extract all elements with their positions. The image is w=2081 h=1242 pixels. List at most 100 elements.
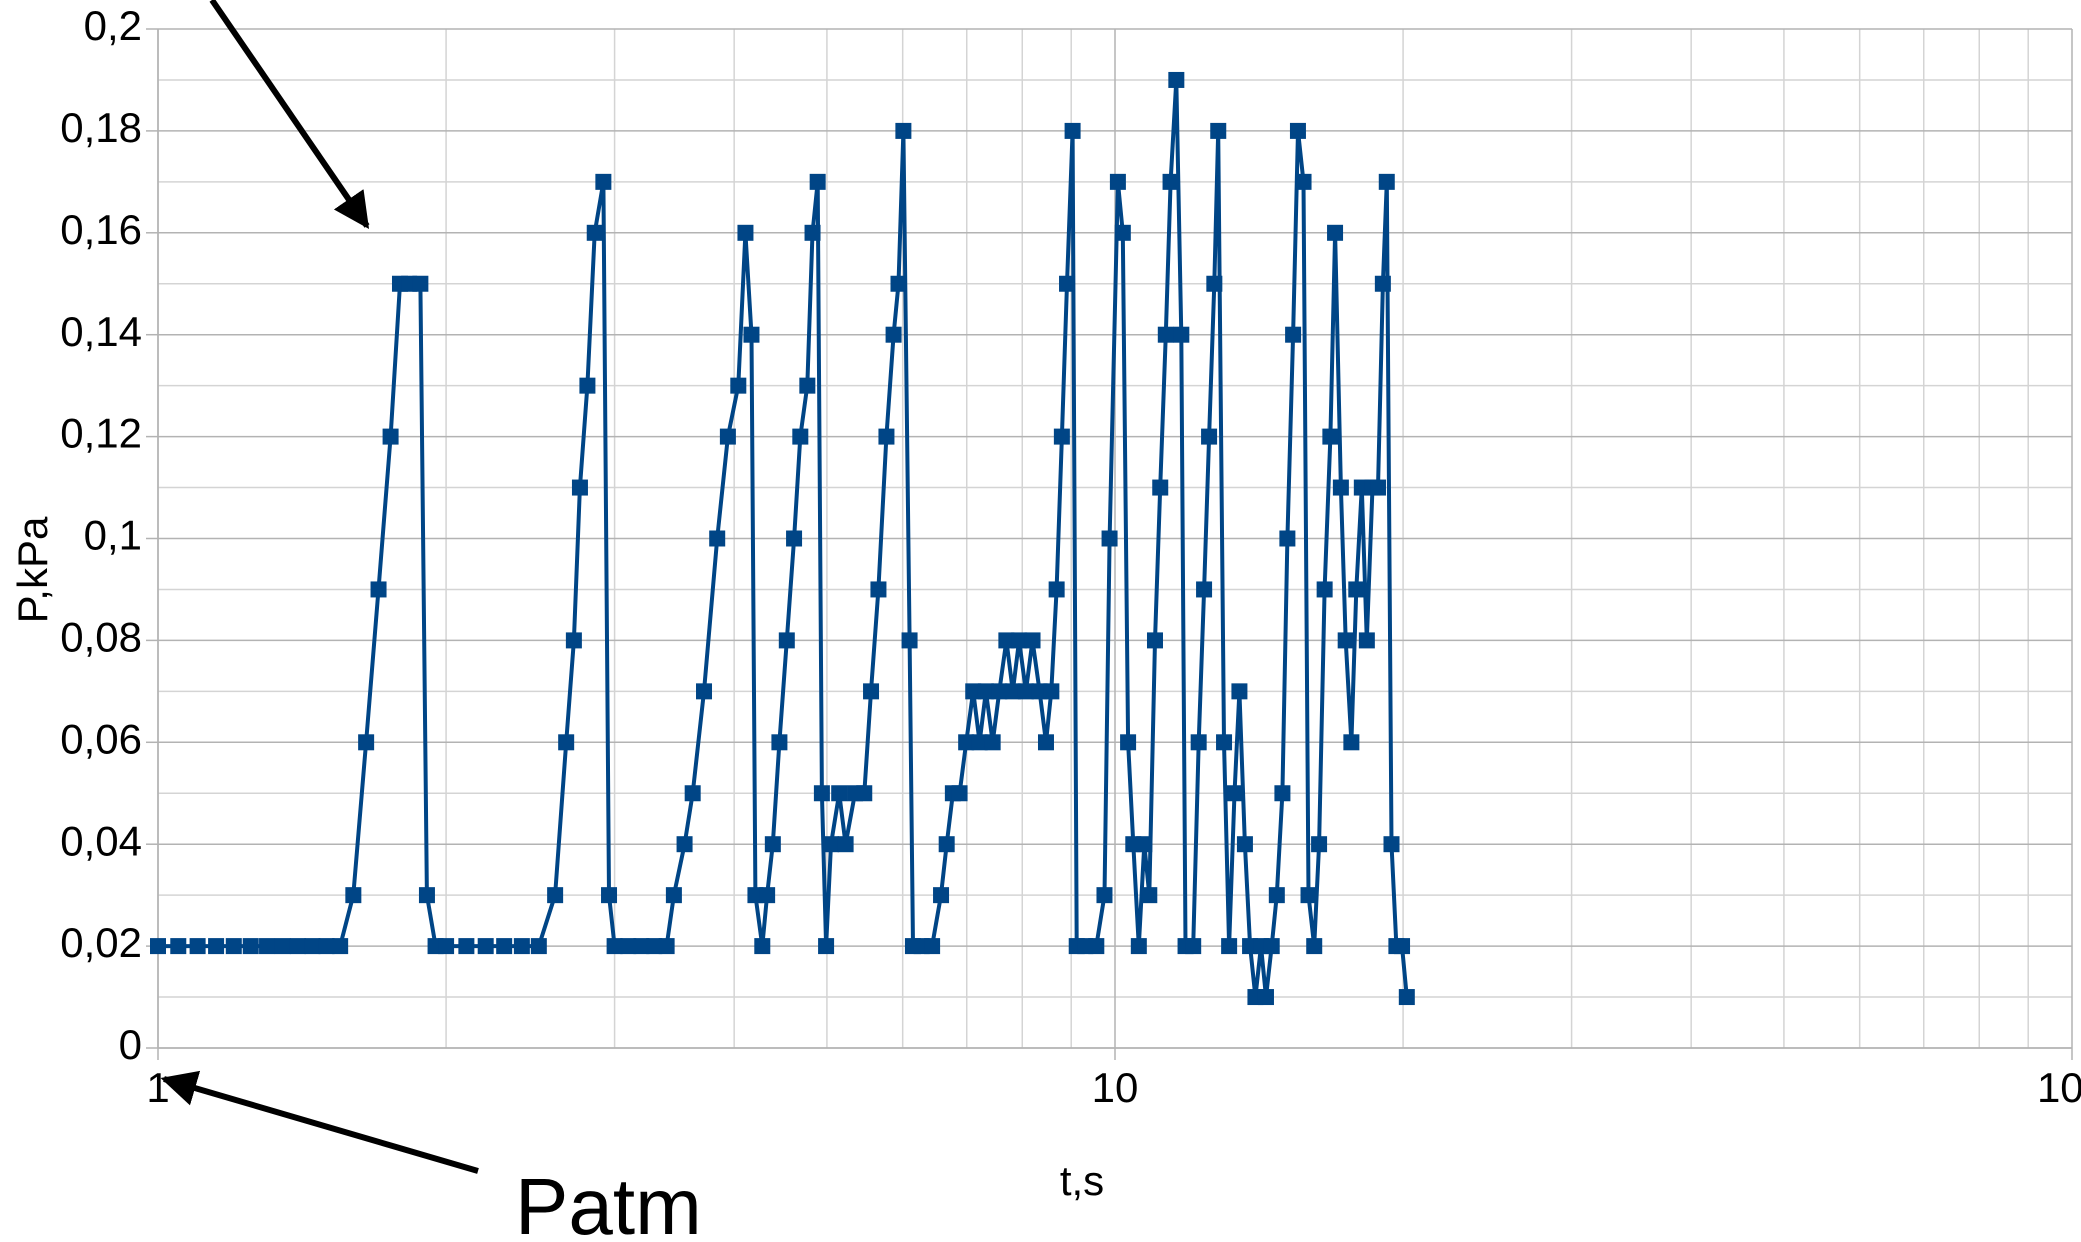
data-point bbox=[1206, 275, 1223, 292]
y-tick-label: 0,1 bbox=[84, 512, 142, 559]
data-point bbox=[1141, 887, 1158, 904]
data-point bbox=[345, 887, 362, 904]
data-point bbox=[1059, 275, 1076, 292]
data-point bbox=[823, 836, 840, 853]
data-point bbox=[1216, 734, 1233, 751]
data-point bbox=[977, 683, 994, 700]
data-point bbox=[730, 377, 747, 394]
data-point bbox=[1295, 173, 1312, 190]
data-point bbox=[558, 734, 575, 751]
data-point bbox=[831, 785, 848, 802]
data-point bbox=[1190, 734, 1207, 751]
data-point bbox=[606, 938, 623, 955]
data-point bbox=[719, 428, 736, 445]
data-point bbox=[1162, 173, 1179, 190]
data-point bbox=[1201, 428, 1218, 445]
data-point bbox=[1024, 632, 1041, 649]
data-point bbox=[1053, 428, 1070, 445]
data-point bbox=[458, 938, 475, 955]
data-point bbox=[601, 887, 618, 904]
y-tick-label: 0,18 bbox=[60, 104, 142, 151]
y-tick-label: 0,02 bbox=[60, 919, 142, 966]
data-point bbox=[1289, 122, 1306, 139]
arrow bbox=[160, 1070, 479, 1174]
data-point bbox=[1268, 887, 1285, 904]
annotation: Patm bbox=[515, 1162, 702, 1242]
data-point bbox=[971, 734, 988, 751]
data-point bbox=[813, 785, 830, 802]
data-point bbox=[1279, 530, 1296, 547]
x-tick-label: 10 bbox=[1092, 1064, 1139, 1111]
data-point bbox=[863, 683, 880, 700]
data-point bbox=[958, 734, 975, 751]
y-tick-label: 0,12 bbox=[60, 410, 142, 457]
data-point bbox=[225, 938, 242, 955]
data-point bbox=[571, 479, 588, 496]
data-point bbox=[496, 938, 513, 955]
data-point bbox=[759, 887, 776, 904]
data-point bbox=[259, 938, 276, 955]
data-point bbox=[895, 122, 912, 139]
data-point bbox=[1358, 632, 1375, 649]
data-point bbox=[1236, 836, 1253, 853]
data-point bbox=[837, 836, 854, 853]
data-point bbox=[991, 683, 1008, 700]
data-point bbox=[984, 734, 1001, 751]
data-point bbox=[370, 581, 387, 598]
data-point bbox=[1064, 122, 1081, 139]
data-point bbox=[318, 938, 335, 955]
data-point bbox=[870, 581, 887, 598]
data-point bbox=[1274, 785, 1291, 802]
data-point bbox=[799, 377, 816, 394]
data-point bbox=[1088, 938, 1105, 955]
data-point bbox=[1130, 938, 1147, 955]
data-point bbox=[1101, 530, 1118, 547]
data-point bbox=[764, 836, 781, 853]
data-point bbox=[658, 938, 675, 955]
data-point bbox=[696, 683, 713, 700]
y-tick-label: 0 bbox=[119, 1021, 142, 1068]
data-point bbox=[274, 938, 291, 955]
data-point bbox=[1327, 224, 1344, 241]
data-point bbox=[890, 275, 907, 292]
data-point bbox=[809, 173, 826, 190]
data-point bbox=[170, 938, 187, 955]
data-point bbox=[754, 938, 771, 955]
data-point bbox=[1152, 479, 1169, 496]
arrow bbox=[209, 0, 370, 229]
data-point bbox=[665, 887, 682, 904]
data-point bbox=[1185, 938, 1202, 955]
data-point bbox=[382, 428, 399, 445]
data-point bbox=[1343, 734, 1360, 751]
data-point bbox=[856, 785, 873, 802]
data-point bbox=[1311, 836, 1328, 853]
data-point bbox=[1394, 938, 1411, 955]
data-point bbox=[1120, 734, 1137, 751]
data-point bbox=[1378, 173, 1395, 190]
data-point bbox=[1263, 938, 1280, 955]
data-point bbox=[242, 938, 259, 955]
data-point bbox=[951, 785, 968, 802]
data-point bbox=[579, 377, 596, 394]
data-point bbox=[885, 326, 902, 343]
data-point bbox=[1136, 836, 1153, 853]
data-point bbox=[1370, 479, 1387, 496]
data-point bbox=[1109, 173, 1126, 190]
data-point bbox=[1337, 632, 1354, 649]
data-point bbox=[1348, 581, 1365, 598]
x-tick-label: 1 bbox=[146, 1064, 169, 1111]
data-point bbox=[646, 938, 663, 955]
data-point bbox=[1114, 224, 1131, 241]
data-point bbox=[412, 275, 429, 292]
data-point bbox=[189, 938, 206, 955]
data-point bbox=[358, 734, 375, 751]
data-point bbox=[150, 938, 166, 955]
data-point bbox=[792, 428, 809, 445]
data-point bbox=[304, 938, 321, 955]
data-point bbox=[1332, 479, 1349, 496]
data-point bbox=[878, 428, 895, 445]
data-point bbox=[998, 632, 1015, 649]
data-point bbox=[1168, 71, 1185, 88]
data-point bbox=[684, 785, 701, 802]
data-point bbox=[771, 734, 788, 751]
